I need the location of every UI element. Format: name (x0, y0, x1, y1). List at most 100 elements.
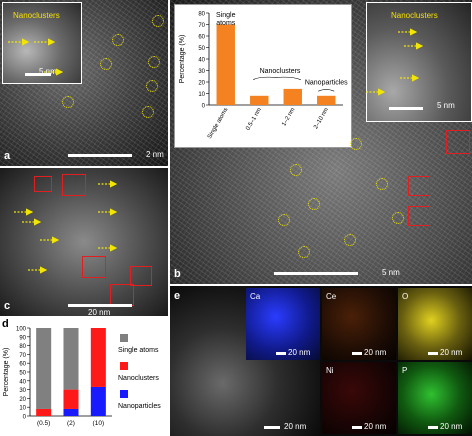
panel-e-main-scalebar (264, 426, 280, 429)
y-tick-label: 70 (19, 353, 26, 359)
panel-e: e 20 nm Ca 20 nm Ce 20 nm O 20 nm Ni 20 … (170, 286, 472, 436)
y-tick-label: 0 (23, 415, 27, 421)
y-tick-label: 80 (198, 12, 205, 18)
annotation-nanoparticles: Nanoparticles (305, 79, 348, 86)
x-tick-label: 2–10 nm (313, 107, 330, 130)
x-tick-label: 0.5–1 nm (245, 107, 263, 132)
bar-segment (63, 408, 79, 416)
y-tick-label: 30 (198, 69, 205, 75)
cluster-circle (298, 246, 310, 258)
cluster-circle (392, 212, 404, 224)
cluster-circle (308, 198, 320, 210)
nanoparticle-box (408, 206, 430, 226)
panel-d-label: d (2, 318, 9, 330)
annotation-single-atoms: Single atoms (216, 12, 236, 27)
panel-e-label: e (174, 290, 181, 302)
bar (317, 95, 336, 105)
map-ca-scale-text: 20 nm (288, 348, 311, 357)
cluster-circle (112, 34, 124, 46)
panel-a-inset-scalebar (25, 73, 51, 76)
cluster-circle (376, 178, 388, 190)
panel-c-label: c (4, 300, 11, 312)
y-tick-label: 80 (19, 344, 26, 350)
panel-b-label: b (174, 268, 181, 280)
map-o: O 20 nm (398, 288, 472, 360)
map-p: P 20 nm (398, 362, 472, 434)
map-ca: Ca 20 nm (246, 288, 320, 360)
cluster-circle (344, 234, 356, 246)
y-tick-label: 60 (198, 35, 205, 41)
panel-b-inset: Nanoclusters 5 nm (366, 2, 472, 122)
cluster-circle (278, 214, 290, 226)
nanoparticle-box (408, 176, 430, 196)
bar-segment (63, 328, 79, 390)
nanoparticle-box (82, 256, 106, 278)
panel-b-inset-title: Nanoclusters (391, 11, 438, 20)
x-tick-label: (10) (93, 420, 105, 427)
legend-label: Nanoparticles (118, 403, 161, 410)
y-tick-label: 50 (19, 371, 26, 377)
map-p-label: P (402, 366, 408, 375)
map-ce-scalebar (352, 352, 362, 355)
map-ni-scale-text: 20 nm (364, 422, 387, 431)
map-o-scalebar (428, 352, 438, 355)
bar-segment (63, 389, 79, 409)
panel-b-image: 0 10 20 30 40 50 60 70 80 Percentage (%) Single at… (170, 0, 472, 284)
stacked-bar-chart-species: 0 10 20 30 40 50 60 70 80 90 100 Percentage (%) (0.5… (3, 327, 161, 428)
bar-segment (36, 408, 52, 416)
panel-d: 0 10 20 30 40 50 60 70 80 90 100 Percentage (%) (0.5… (0, 318, 168, 436)
panel-b-inset-scale-text: 5 nm (437, 101, 455, 110)
panel-c-scalebar (68, 304, 132, 307)
panel-c-image: c 20 nm (0, 168, 168, 316)
y-tick-label: 40 (198, 58, 205, 64)
legend-label: Single atoms (118, 347, 159, 354)
bar (250, 95, 269, 105)
bracket (318, 89, 335, 92)
panel-a-scale-text: 2 nm (146, 150, 164, 159)
y-tick-label: 10 (198, 92, 205, 98)
y-axis-title: Percentage (%) (3, 348, 10, 397)
map-ca-scalebar (276, 352, 286, 355)
map-ce-label: Ce (326, 292, 337, 301)
panel-e-main-scale-text: 20 nm (284, 422, 307, 431)
map-p-scale-text: 20 nm (440, 422, 463, 431)
y-tick-label: 20 (198, 81, 205, 87)
cluster-circle (148, 56, 160, 68)
y-tick-label: 0 (202, 104, 206, 110)
nanoparticle-box (130, 266, 152, 286)
x-tick-label: (2) (67, 420, 75, 427)
bar (216, 24, 235, 105)
legend-swatch (120, 362, 128, 370)
x-tick-label: Single atoms (207, 107, 230, 140)
annotation-nanoclusters: Nanoclusters (260, 68, 301, 75)
nanoparticle-box (62, 174, 86, 196)
cluster-circle (350, 138, 362, 150)
legend-swatch (120, 334, 128, 342)
map-o-label: O (402, 292, 409, 301)
bar-segment (90, 328, 106, 387)
x-tick-label: 1–2 nm (281, 107, 296, 127)
panel-a-scalebar (68, 154, 132, 157)
y-tick-label: 40 (19, 379, 26, 385)
map-ni-scalebar (352, 426, 362, 429)
cluster-circle (62, 96, 74, 108)
y-tick-label: 20 (19, 397, 26, 403)
nanoparticle-box (446, 130, 470, 154)
cluster-circle (142, 106, 154, 118)
bracket (253, 76, 301, 80)
panel-b-scale-text: 5 nm (382, 268, 400, 277)
map-ni-label: Ni (326, 366, 334, 375)
map-ni: Ni 20 nm (322, 362, 396, 434)
y-axis-title: Percentage (%) (179, 35, 186, 84)
panel-a-inset-title: Nanoclusters (13, 11, 60, 20)
legend-swatch (120, 390, 128, 398)
panel-c-scale-text: 20 nm (88, 308, 111, 316)
y-tick-label: 10 (19, 406, 26, 412)
legend-label: Nanoclusters (118, 375, 159, 382)
cluster-circle (152, 15, 164, 27)
y-tick-label: 50 (198, 46, 205, 52)
bar-segment (90, 386, 106, 416)
panel-a-image: Nanoclusters 5 nm a 2 nm (0, 0, 168, 166)
panel-a-inset: Nanoclusters 5 nm (2, 2, 82, 84)
x-tick-label: (0.5) (37, 420, 50, 427)
